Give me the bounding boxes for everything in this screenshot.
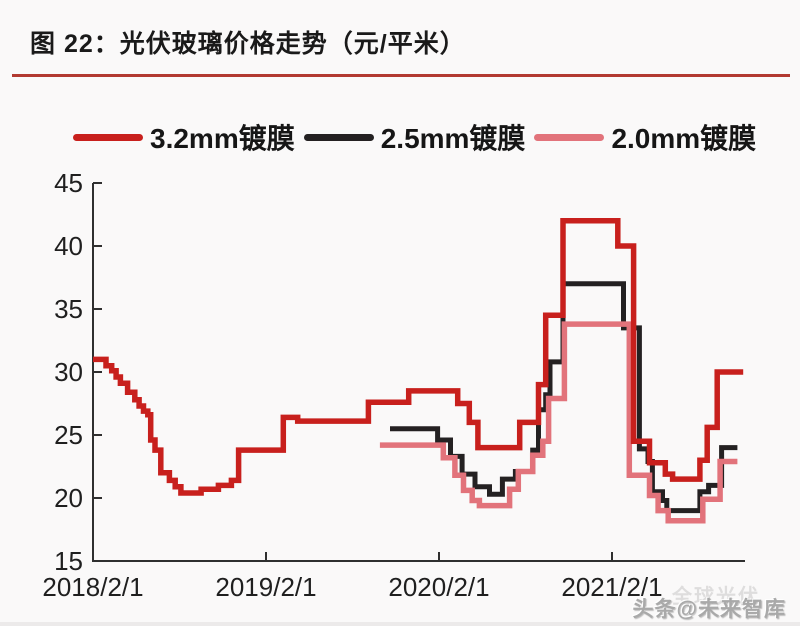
y-tick-label: 40 — [54, 231, 83, 261]
legend-label-2.5mm: 2.5mm镀膜 — [380, 123, 526, 154]
legend-swatch-2.5mm — [303, 133, 374, 141]
legend-item-2.5mm: 2.5mm镀膜 — [303, 117, 526, 157]
legend-item-3.2mm: 3.2mm镀膜 — [73, 117, 295, 157]
y-tick-label: 15 — [54, 546, 83, 576]
legend-item-2.0mm: 2.0mm镀膜 — [534, 117, 756, 157]
series-line-2.0mm镀膜 — [379, 321, 738, 524]
axis-lines — [92, 183, 745, 562]
y-tick-label: 35 — [54, 294, 83, 324]
y-tick-label: 45 — [54, 168, 83, 198]
bottom-band — [0, 622, 800, 626]
legend-swatch-2.0mm — [534, 133, 605, 141]
title-divider — [12, 74, 790, 80]
chart-legend: 3.2mm镀膜 2.5mm镀膜 2.0mm镀膜 — [73, 120, 793, 154]
series-line-3.2mm镀膜 — [93, 218, 744, 496]
y-tick-label: 25 — [54, 420, 83, 450]
legend-label-3.2mm: 3.2mm镀膜 — [150, 123, 295, 154]
x-tick-label: 2019/2/1 — [215, 572, 316, 602]
watermark-ghost: 全球光伏 — [672, 586, 760, 608]
y-tick-label: 20 — [54, 483, 83, 513]
figure-title: 图 22：光伏玻璃价格走势（元/平米） — [30, 30, 466, 58]
watermark: 头条@未来智库 — [632, 598, 786, 621]
x-tick-label: 2021/2/1 — [561, 572, 662, 602]
legend-label-2.0mm: 2.0mm镀膜 — [611, 123, 757, 154]
legend-swatch-3.2mm — [73, 133, 143, 141]
x-tick-label: 2020/2/1 — [388, 572, 489, 602]
y-tick-label: 30 — [54, 357, 83, 387]
x-tick-label: 2018/2/1 — [42, 572, 143, 602]
